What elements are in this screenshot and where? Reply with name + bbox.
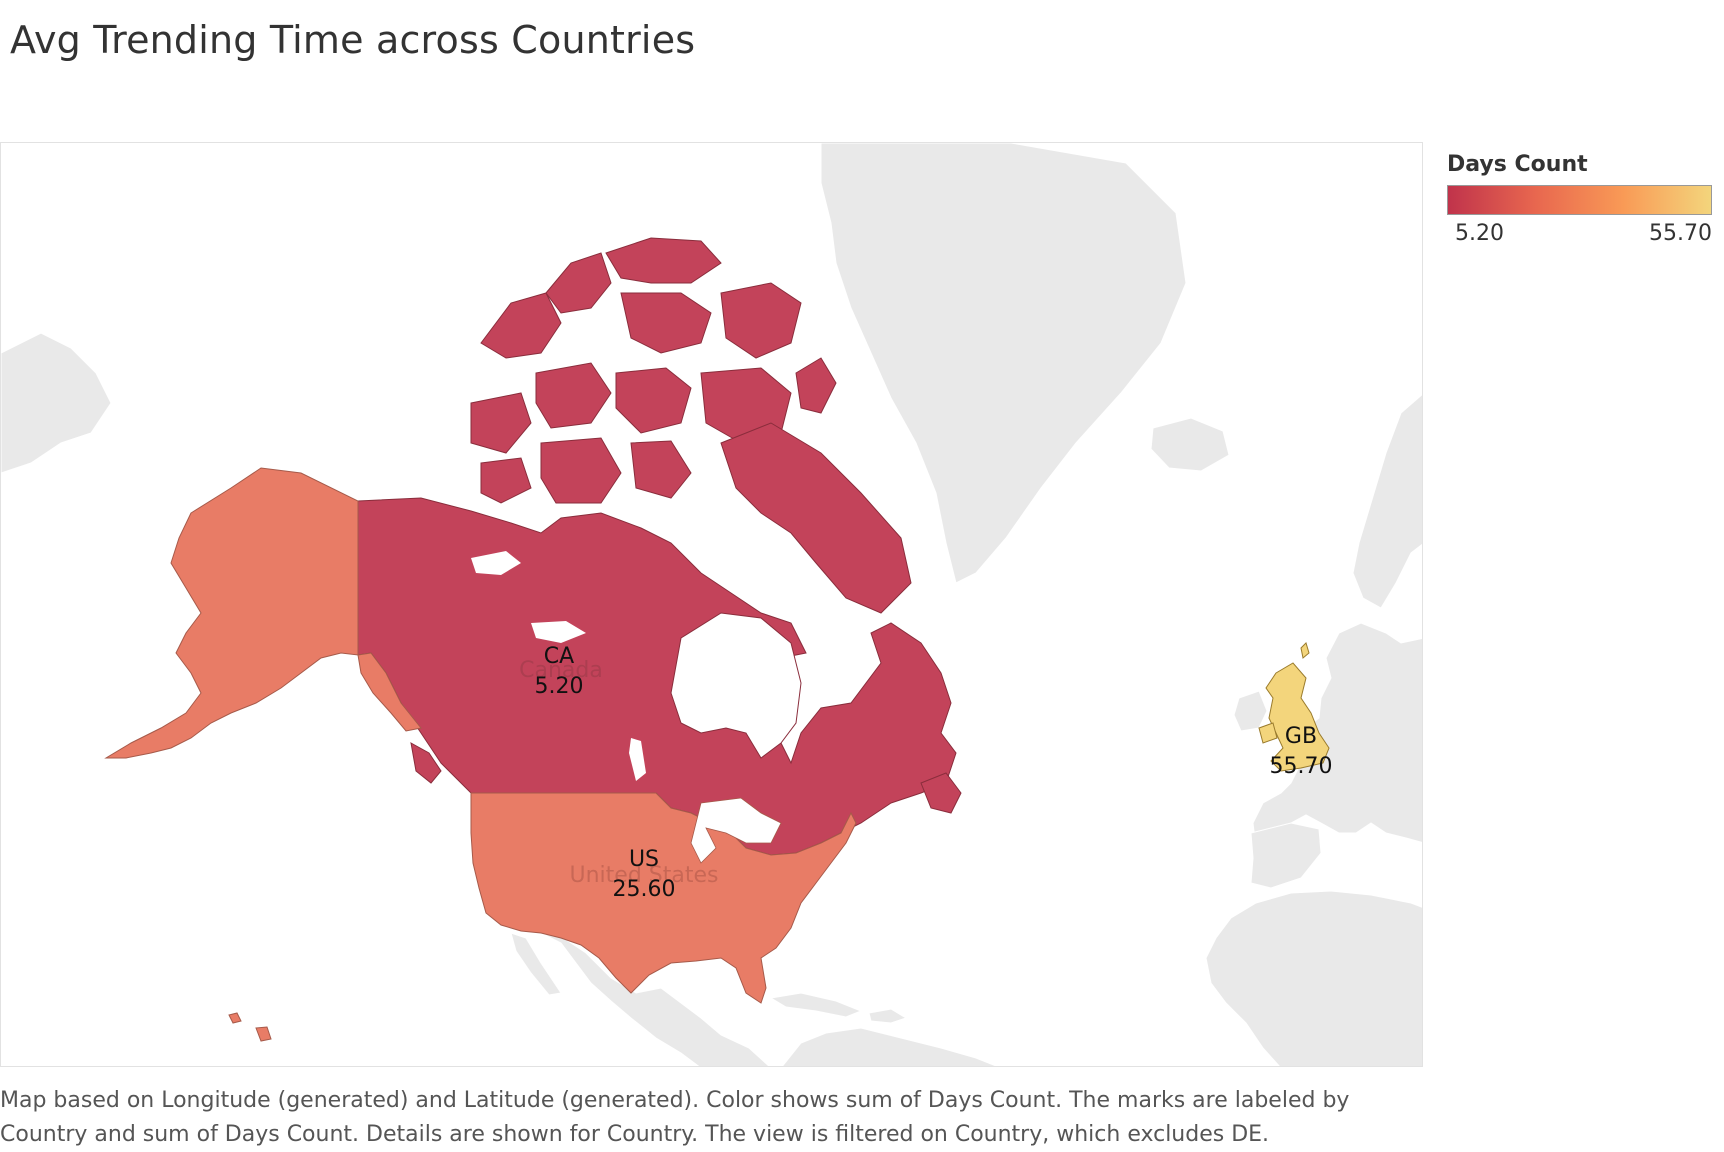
gb-shetland [1300, 642, 1310, 659]
land-hispaniola [868, 1008, 908, 1024]
ca-newfoundland [920, 772, 962, 814]
land-iberia [1250, 822, 1322, 889]
label-country-name-ca: Canada [519, 658, 603, 683]
ca-island-13 [630, 440, 692, 499]
us-alaska [104, 467, 359, 759]
ca-island-10 [795, 357, 837, 414]
land-scandinavia [1352, 394, 1422, 609]
ca-island-1 [480, 292, 562, 359]
ca-vancouver-island [410, 742, 442, 784]
country-gb[interactable] [1258, 642, 1330, 772]
ca-island-4 [620, 292, 712, 354]
label-code-ca: CA [544, 644, 574, 669]
map-canvas[interactable]: Canada CA 5.20 United States US 25.60 GB… [1, 143, 1423, 1067]
ca-island-8 [615, 367, 692, 434]
legend-ticks: 5.20 55.70 [1447, 221, 1712, 251]
color-legend: Days Count 5.20 55.70 [1447, 152, 1722, 251]
land-iceland [1150, 417, 1230, 472]
ca-island-11 [480, 457, 532, 504]
legend-max-label: 55.70 [1649, 221, 1712, 246]
ca-island-2 [545, 252, 612, 314]
country-us[interactable] [104, 467, 857, 1042]
map-view[interactable]: Canada CA 5.20 United States US 25.60 GB… [0, 142, 1423, 1067]
land-cuba [769, 992, 863, 1018]
label-value-ca: 5.20 [535, 674, 584, 699]
land-greenland [820, 143, 1187, 584]
great-slave-lake [531, 621, 586, 643]
legend-gradient-bar [1447, 185, 1712, 215]
us-mainland [470, 792, 857, 1004]
land-siberia-tip [1, 332, 112, 474]
ca-island-5 [720, 282, 802, 359]
map-caption: Map based on Longitude (generated) and L… [0, 1088, 1350, 1147]
great-lakes [690, 797, 782, 864]
legend-min-label: 5.20 [1455, 221, 1504, 246]
land-baja [510, 932, 562, 996]
ca-island-3 [605, 237, 722, 284]
us-hawaii [228, 1012, 242, 1024]
label-code-us: US [629, 847, 659, 872]
legend-title: Days Count [1447, 152, 1588, 177]
land-africa [1205, 890, 1422, 1066]
label-country-name-us: United States [570, 863, 719, 888]
lake-winnipeg [629, 738, 646, 781]
label-value-us: 25.60 [613, 877, 676, 902]
gb-mainland [1265, 662, 1330, 772]
country-ca[interactable] [357, 237, 962, 856]
gb-northern-ireland [1258, 722, 1278, 744]
ca-island-6 [470, 392, 532, 454]
hudson-bay [670, 612, 802, 759]
ca-baffin [720, 422, 912, 614]
ca-island-12 [540, 437, 622, 504]
ca-island-7 [535, 362, 612, 429]
us-hawaii-big [255, 1026, 272, 1042]
us-alaska-panhandle [357, 652, 422, 732]
great-bear-lake [471, 551, 521, 575]
land-south-america [781, 1027, 998, 1066]
land-mexico [520, 922, 770, 1066]
chart-title: Avg Trending Time across Countries [10, 18, 696, 62]
label-code-gb: GB [1285, 724, 1317, 749]
land-ireland [1233, 690, 1268, 732]
label-value-gb: 55.70 [1270, 754, 1333, 779]
